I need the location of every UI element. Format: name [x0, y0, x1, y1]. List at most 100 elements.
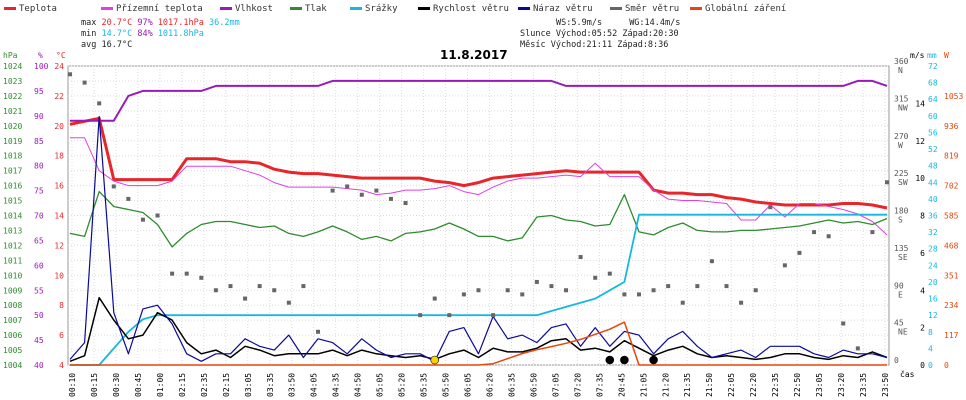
y-tick-hpa: 1004	[3, 361, 22, 370]
y-tick-direction: 90	[894, 281, 904, 290]
stats-max-rain: 36.2mm	[209, 18, 240, 28]
series-line-vlhkost	[70, 79, 888, 122]
x-tick-label: 00:10	[68, 373, 77, 397]
wind-direction-point	[286, 300, 291, 305]
y-tick-direction: 270	[894, 132, 909, 141]
x-tick-label: 22:05	[727, 373, 736, 397]
y-tick-hpa: 1020	[3, 122, 22, 131]
x-tick-label: 07:35	[595, 373, 604, 397]
wind-direction-point	[330, 188, 335, 193]
legend-label: Globální záření	[705, 4, 787, 14]
y-tick-w: 234	[944, 301, 959, 310]
legend-label: Vlhkost	[235, 4, 273, 14]
wind-direction-point	[753, 288, 758, 293]
legend-label: Srážky	[365, 4, 398, 14]
wind-direction-point	[695, 284, 700, 289]
series-line-p-zemn-teplota	[70, 137, 888, 236]
y-tick-direction: 315	[894, 94, 909, 103]
y-tick-mm: 60	[928, 112, 938, 121]
legend-item-teplota: Teplota	[4, 4, 57, 14]
legend-item-smer: Směr větru	[610, 4, 679, 14]
wind-direction-point	[841, 321, 846, 326]
x-tick-label: 00:30	[112, 373, 121, 397]
y-tick-percent: 60	[34, 261, 44, 270]
y-tick-hpa: 1009	[3, 286, 22, 295]
wind-direction-point	[461, 292, 466, 297]
wind-direction-point	[316, 329, 321, 334]
y-tick-w: 468	[944, 241, 959, 250]
wind-direction-point	[564, 288, 569, 293]
y-tick-hpa: 1008	[3, 301, 22, 310]
wind-direction-point	[782, 263, 787, 268]
series-line-n-raz-v-tru	[69, 115, 888, 362]
wind-direction-point	[709, 259, 714, 264]
y-tick-percent: 55	[34, 286, 44, 295]
y-tick-celsius: 4	[59, 361, 64, 370]
legend-swatch-icon	[4, 7, 16, 10]
marker-moonrise-icon	[649, 355, 658, 365]
wind-direction-point	[272, 288, 277, 293]
wind-direction-point	[812, 230, 817, 235]
x-tick-label: 04:05	[310, 373, 319, 397]
x-tick-label: 02:35	[200, 373, 209, 397]
x-tick-label: 21:50	[705, 373, 714, 397]
y-tick-celsius: 6	[59, 331, 64, 340]
legend-swatch-icon	[610, 7, 622, 10]
stats-wind-row: WS:5.9m/s WG:14.4m/s	[556, 18, 680, 29]
y-tick-mm: 40	[928, 195, 938, 204]
y-tick-hpa: 1013	[3, 226, 22, 235]
y-tick-hpa: 1006	[3, 331, 22, 340]
x-tick-label: 06:50	[529, 373, 538, 397]
stats-min-row: min 14.7°C 84% 1011.8hPa	[81, 29, 204, 40]
x-tick-label: 07:05	[551, 373, 560, 397]
legend-item-rychlost: Rychlost větru	[418, 4, 509, 14]
y-tick-celsius: 16	[54, 182, 64, 191]
legend-swatch-icon	[290, 7, 302, 10]
wind-direction-point	[345, 184, 350, 189]
wind-direction-point	[68, 72, 72, 77]
y-tick-direction: 180	[894, 207, 909, 216]
wind-direction-point	[622, 292, 627, 297]
marker-sunrise-icon	[430, 355, 440, 365]
y-tick-hpa: 1010	[3, 271, 22, 280]
x-tick-label: 02:15	[178, 373, 187, 397]
series-line-tlak	[69, 190, 888, 248]
x-tick-label: 22:20	[749, 373, 758, 397]
x-tick-label: 05:50	[442, 373, 451, 397]
y-tick-percent: 65	[34, 236, 44, 245]
y-tick-direction-label: N	[898, 66, 903, 75]
y-tick-percent: 100	[34, 62, 49, 71]
series-line-rychlost-v-tru	[69, 296, 888, 363]
y-tick-w: 702	[944, 182, 959, 191]
legend-label: Náraz větru	[533, 4, 593, 14]
wind-direction-point	[403, 201, 408, 206]
y-tick-hpa: 1012	[3, 241, 22, 250]
y-tick-celsius: 8	[59, 301, 64, 310]
wind-direction-point	[97, 101, 102, 106]
legend-item-tlak: Tlak	[290, 4, 327, 14]
y-tick-ms: 12	[915, 137, 925, 146]
y-tick-direction-label: SE	[898, 253, 908, 262]
wind-direction-point	[476, 288, 481, 293]
wind-direction-point	[593, 275, 598, 280]
y-tick-w: 0	[944, 361, 949, 370]
legend-label: Přízemní teplota	[116, 4, 203, 14]
y-tick-mm: 24	[928, 261, 938, 270]
x-tick-label: 04:50	[354, 373, 363, 397]
x-tick-label: 05:20	[398, 373, 407, 397]
x-tick-label: 06:05	[464, 373, 473, 397]
legend-swatch-icon	[220, 7, 232, 10]
wind-direction-point	[199, 275, 204, 280]
y-axis-unit-hpa: hPa	[3, 51, 18, 60]
x-tick-label: 03:05	[244, 373, 253, 397]
wind-direction-point	[126, 196, 131, 201]
y-tick-mm: 20	[928, 278, 938, 287]
y-tick-direction-label: NW	[898, 103, 908, 112]
wind-direction-point	[651, 288, 656, 293]
stats-max-humidity: 97%	[137, 18, 153, 28]
legend-label: Směr větru	[625, 4, 680, 14]
stats-max-pressure: 1017.1hPa	[157, 18, 204, 28]
y-tick-percent: 40	[34, 361, 44, 370]
wind-direction-point	[447, 313, 452, 318]
